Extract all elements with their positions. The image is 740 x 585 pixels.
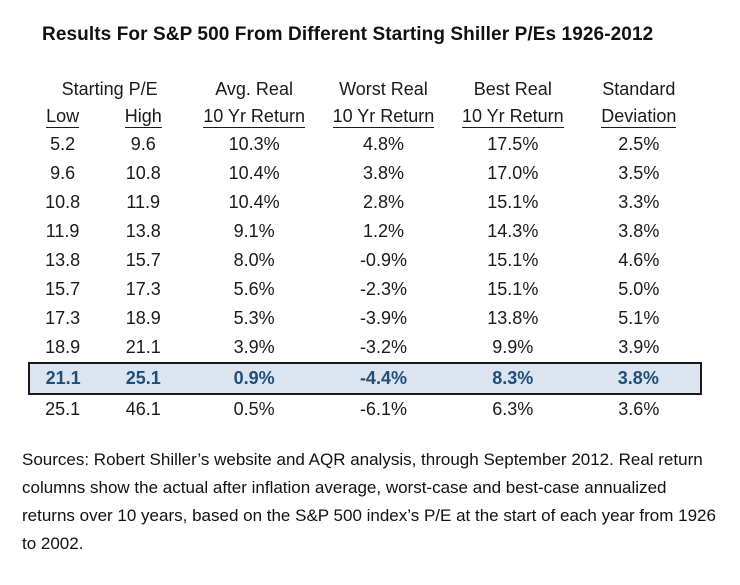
table-cell: 15.7 xyxy=(45,279,81,299)
table-cell: 21.1 xyxy=(125,337,161,357)
table-cell: 15.1% xyxy=(487,279,539,299)
column-group-header: Worst Real xyxy=(339,79,428,99)
table-cell: 4.6% xyxy=(618,250,660,270)
column-header: 10 Yr Return xyxy=(203,106,305,128)
table-cell: 17.3 xyxy=(45,308,81,328)
table-cell: 15.1% xyxy=(487,192,539,212)
table-cell: 25.1 xyxy=(45,399,81,419)
column-group-header: Starting P/E xyxy=(61,79,158,99)
table-cell: 3.6% xyxy=(618,399,660,419)
table-cell: 3.8% xyxy=(362,163,404,183)
table-row: 15.7 17.3 5.6% -2.3% 15.1% 5.0% xyxy=(29,275,701,304)
column-group-header: Best Real xyxy=(473,79,552,99)
table-row: 9.6 10.8 10.4% 3.8% 17.0% 3.5% xyxy=(29,159,701,188)
table-row: 5.2 9.6 10.3% 4.8% 17.5% 2.5% xyxy=(29,130,701,159)
table-cell: 0.9% xyxy=(190,362,318,395)
table-cell: 0.5% xyxy=(233,399,275,419)
table-row: 10.8 11.9 10.4% 2.8% 15.1% 3.3% xyxy=(29,188,701,217)
table-row: 25.1 46.1 0.5% -6.1% 6.3% 3.6% xyxy=(29,394,701,424)
table-cell: 8.3% xyxy=(448,362,577,395)
table-cell: 3.5% xyxy=(618,163,660,183)
table-cell: 5.3% xyxy=(233,308,275,328)
table-cell: 11.9 xyxy=(45,221,80,241)
table-cell: 5.1% xyxy=(618,308,660,328)
table-cell: 3.8% xyxy=(576,362,703,395)
column-header: High xyxy=(124,106,162,128)
table-cell: 18.9 xyxy=(125,308,161,328)
table-row: 11.9 13.8 9.1% 1.2% 14.3% 3.8% xyxy=(29,217,701,246)
table-cell: 21.1 xyxy=(27,362,97,395)
column-group-header: Standard xyxy=(602,79,676,99)
column-header: 10 Yr Return xyxy=(332,106,435,128)
table-cell: 25.1 xyxy=(96,362,191,395)
table-cell: 8.0% xyxy=(233,250,275,270)
table-row-highlighted: 21.1 25.1 0.9% -4.4% 8.3% 3.8% xyxy=(27,362,703,395)
table-cell: 9.6 xyxy=(50,163,76,183)
table-cell: 4.8% xyxy=(362,134,404,154)
table-row: 17.3 18.9 5.3% -3.9% 13.8% 5.1% xyxy=(29,304,701,333)
page-title: Results For S&P 500 From Different Start… xyxy=(42,24,654,45)
table-cell: 13.8 xyxy=(125,221,161,241)
table-cell: 14.3% xyxy=(487,221,539,241)
table-cell: 10.4% xyxy=(228,163,280,183)
table-cell: 13.8% xyxy=(487,308,539,328)
results-page: Results For S&P 500 From Different Start… xyxy=(0,24,740,558)
table-cell: 11.9 xyxy=(126,192,161,212)
table-cell: -4.4% xyxy=(317,362,449,395)
table-cell: 9.6 xyxy=(130,134,156,154)
group-header-row: Starting P/E Avg. Real Worst Real Best Real… xyxy=(29,76,701,103)
table-cell: 10.3% xyxy=(228,134,280,154)
sub-header-row: Low High 10 Yr Return 10 Yr Return 10 Yr Ret… xyxy=(29,103,701,130)
table-cell: 15.1% xyxy=(487,250,539,270)
table-cell: 6.3% xyxy=(492,399,534,419)
table-cell: -6.1% xyxy=(359,399,407,419)
table-cell: 3.9% xyxy=(618,337,660,357)
table-cell: 46.1 xyxy=(125,399,161,419)
table-cell: 2.5% xyxy=(618,134,660,154)
table-cell: -3.9% xyxy=(359,308,407,328)
table-cell: 17.0% xyxy=(487,163,539,183)
table-cell: -3.2% xyxy=(359,337,407,357)
table-cell: 17.5% xyxy=(487,134,539,154)
table-cell: -2.3% xyxy=(359,279,407,299)
table-cell: 5.0% xyxy=(618,279,660,299)
table-cell: 10.4% xyxy=(228,192,280,212)
table-cell: 17.3 xyxy=(125,279,161,299)
table-cell: 10.8 xyxy=(125,163,161,183)
table-cell: -0.9% xyxy=(359,250,407,270)
table-header: Starting P/E Avg. Real Worst Real Best Real… xyxy=(29,76,701,130)
table-cell: 1.2% xyxy=(362,221,404,241)
table-cell: 10.8 xyxy=(45,192,81,212)
table-cell: 5.6% xyxy=(233,279,275,299)
table-cell: 18.9 xyxy=(45,337,81,357)
table-cell: 3.8% xyxy=(618,221,660,241)
table-row: 18.9 21.1 3.9% -3.2% 9.9% 3.9% xyxy=(29,333,701,363)
table-cell: 9.9% xyxy=(492,337,534,357)
column-header: 10 Yr Return xyxy=(461,106,564,128)
table-cell: 3.9% xyxy=(233,337,275,357)
table-row: 13.8 15.7 8.0% -0.9% 15.1% 4.6% xyxy=(29,246,701,275)
column-group-header: Avg. Real xyxy=(215,79,293,99)
table-cell: 9.1% xyxy=(233,221,275,241)
column-header: Deviation xyxy=(601,106,677,128)
table-cell: 15.7 xyxy=(125,250,161,270)
table-cell: 5.2 xyxy=(50,134,76,154)
column-header: Low xyxy=(46,106,80,128)
table-cell: 3.3% xyxy=(618,192,660,212)
table-body: 5.2 9.6 10.3% 4.8% 17.5% 2.5% 9.6 10.8 10.4% 3.8%… xyxy=(27,130,703,424)
table-cell: 2.8% xyxy=(362,192,404,212)
table-cell: 13.8 xyxy=(45,250,81,270)
results-table: Starting P/E Avg. Real Worst Real Best Real… xyxy=(27,76,703,424)
source-note: Sources: Robert Shiller’s website and AQ… xyxy=(22,450,716,553)
